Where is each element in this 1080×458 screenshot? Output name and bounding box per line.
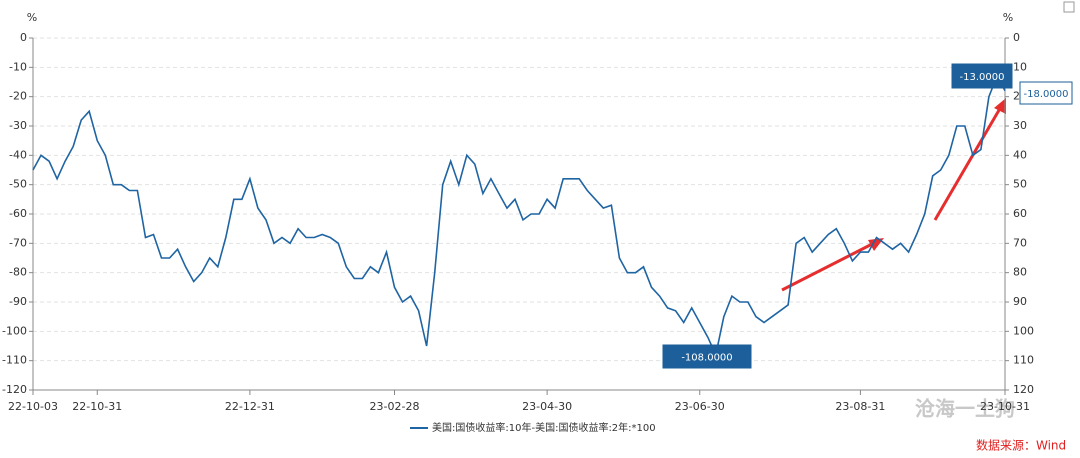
- y-tick-label: -80: [9, 266, 27, 279]
- y2-tick-label: 120: [1013, 383, 1034, 396]
- callout-box: [951, 63, 1013, 89]
- y-tick-label: -110: [2, 354, 27, 367]
- y2-tick-label: 40: [1013, 148, 1027, 161]
- x-tick-label: 22-10-31: [72, 400, 122, 413]
- x-tick-label: 23-02-28: [370, 400, 420, 413]
- legend-label[interactable]: 美国:国债收益率:10年-美国:国债收益率:2年:*100: [432, 421, 656, 434]
- y2-tick-label: 50: [1013, 178, 1027, 191]
- y-tick-label: -20: [9, 90, 27, 103]
- x-tick-label: 22-12-31: [225, 400, 275, 413]
- callout-box: [1019, 81, 1073, 105]
- x-tick-label: 23-10-31: [980, 400, 1030, 413]
- arrow: [933, 104, 1004, 221]
- y-tick-label: -30: [9, 119, 27, 132]
- x-tick-label: 22-10-03: [8, 400, 58, 413]
- arrow: [781, 238, 881, 292]
- data-line: [32, 74, 1006, 358]
- y-tick-label: -50: [9, 178, 27, 191]
- x-tick-label: 23-06-30: [675, 400, 725, 413]
- y2-tick-label: 80: [1013, 266, 1027, 279]
- y2-unit: %: [1003, 11, 1013, 24]
- y-tick-label: -100: [2, 324, 27, 337]
- y-tick-label: -10: [9, 60, 27, 73]
- x-tick-label: 23-04-30: [522, 400, 572, 413]
- y2-tick-label: 10: [1013, 60, 1027, 73]
- y2-tick-label: 90: [1013, 295, 1027, 308]
- x-tick-label: 23-08-31: [835, 400, 885, 413]
- y-tick-label: -40: [9, 148, 27, 161]
- callout-box: [662, 344, 752, 369]
- y-tick-label: -60: [9, 207, 27, 220]
- y-tick-label: -120: [2, 383, 27, 396]
- source: 数据来源：Wind: [976, 438, 1066, 453]
- y2-tick-label: 30: [1013, 119, 1027, 132]
- y-tick-label: -70: [9, 236, 27, 249]
- watermark: 沧海一土狗: [915, 397, 1015, 421]
- arrow-head: [868, 238, 884, 251]
- y2-tick-label: 0: [1013, 31, 1020, 44]
- y2-tick-label: 110: [1013, 354, 1034, 367]
- callout-label: -13.0000: [960, 72, 1005, 83]
- y-tick-label: 0: [20, 31, 27, 44]
- y-unit: %: [27, 11, 37, 24]
- y2-tick-label: 100: [1013, 324, 1034, 337]
- callout-label: -108.0000: [681, 353, 732, 364]
- y-tick-label: -90: [9, 295, 27, 308]
- arrow-head: [994, 98, 1006, 114]
- y2-tick-label: 60: [1013, 207, 1027, 220]
- export-icon[interactable]: [1063, 1, 1075, 13]
- callout-label: -18.0000: [1024, 89, 1069, 100]
- y2-tick-label: 70: [1013, 236, 1027, 249]
